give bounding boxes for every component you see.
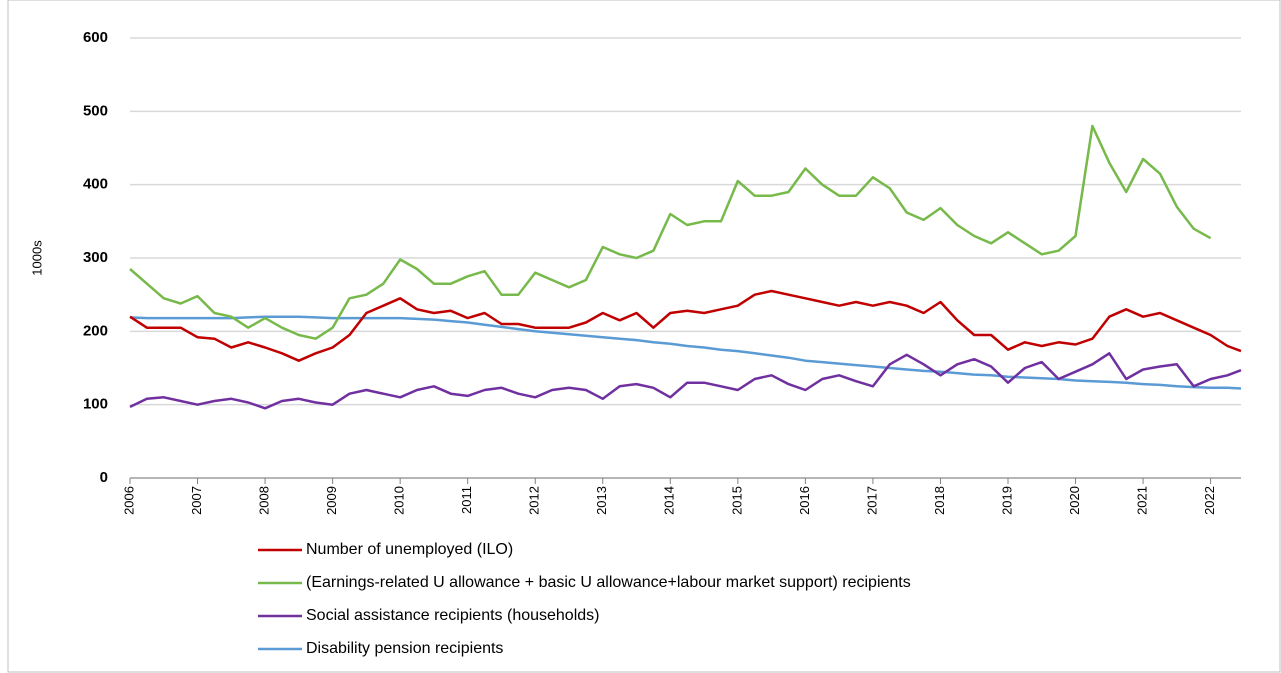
y-tick-label: 500 — [83, 102, 108, 119]
y-tick-label: 0 — [100, 469, 108, 486]
legend-label: Social assistance recipients (households… — [306, 607, 599, 624]
y-tick-label: 200 — [83, 322, 108, 339]
x-tick-label: 2019 — [999, 486, 1014, 515]
chart-border — [7, 0, 1281, 673]
legend-label: Disability pension recipients — [306, 640, 503, 657]
legend-label: Number of unemployed (ILO) — [306, 541, 513, 558]
x-tick-label: 2021 — [1135, 486, 1150, 515]
x-tick-label: 2010 — [392, 486, 407, 515]
y-tick-label: 400 — [83, 176, 108, 193]
series-line — [129, 315, 1242, 390]
x-tick-label: 2017 — [864, 486, 879, 515]
x-tick-label: 2015 — [729, 486, 744, 515]
x-tick-label: 2022 — [1202, 486, 1217, 515]
x-tick-label: 2014 — [662, 486, 677, 515]
legend-label: (Earnings-related U allowance + basic U … — [306, 574, 911, 591]
x-tick-label: 2006 — [121, 486, 136, 515]
x-tick-label: 2016 — [797, 486, 812, 515]
series-line — [129, 289, 1242, 362]
x-tick-label: 2009 — [324, 486, 339, 515]
y-tick-label: 300 — [83, 249, 108, 266]
y-axis-label: 1000s — [29, 240, 44, 276]
x-tick-label: 2020 — [1067, 486, 1082, 515]
x-tick-label: 2007 — [189, 486, 204, 515]
x-tick-label: 2012 — [527, 486, 542, 515]
x-tick-label: 2011 — [459, 486, 474, 514]
y-tick-label: 600 — [83, 29, 108, 46]
x-tick-label: 2013 — [594, 486, 609, 515]
x-tick-label: 2008 — [257, 486, 272, 515]
series-line — [129, 124, 1212, 340]
series-line — [129, 352, 1242, 410]
y-tick-label: 100 — [83, 396, 108, 413]
x-tick-label: 2018 — [932, 486, 947, 515]
